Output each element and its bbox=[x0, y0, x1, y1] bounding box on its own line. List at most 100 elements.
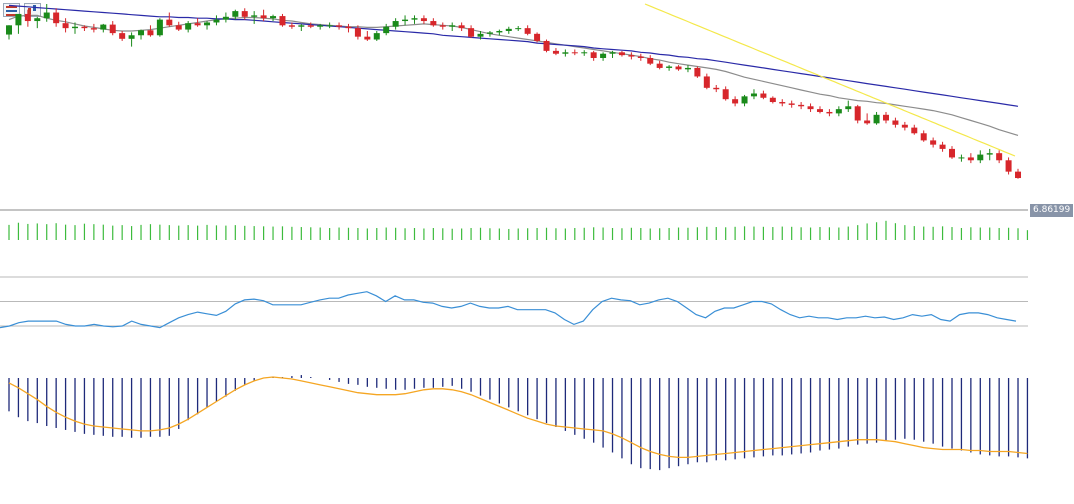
macd-panel bbox=[8, 375, 1029, 471]
rsi-line bbox=[0, 291, 1017, 329]
candle bbox=[307, 25, 314, 27]
candle bbox=[618, 52, 625, 56]
candle bbox=[807, 106, 814, 110]
candle bbox=[336, 25, 343, 27]
candle bbox=[326, 25, 333, 27]
candle bbox=[600, 53, 607, 58]
candle bbox=[15, 13, 22, 26]
candle bbox=[571, 52, 578, 54]
candle bbox=[420, 18, 427, 22]
candle bbox=[666, 66, 673, 68]
candle bbox=[854, 106, 861, 121]
volume-panel bbox=[8, 220, 1029, 240]
candle bbox=[505, 28, 512, 31]
candle bbox=[411, 18, 418, 20]
candle bbox=[43, 12, 50, 19]
candle bbox=[345, 26, 352, 29]
candle bbox=[637, 56, 644, 58]
candle bbox=[213, 19, 220, 23]
candle bbox=[656, 63, 663, 68]
candle bbox=[779, 102, 786, 104]
candle bbox=[156, 19, 163, 36]
candle bbox=[684, 67, 691, 70]
candle bbox=[458, 25, 465, 29]
rsi-panel bbox=[0, 276, 1028, 329]
candle bbox=[949, 148, 955, 158]
ma-mid-line bbox=[8, 4, 1019, 107]
candle bbox=[204, 22, 211, 26]
candle bbox=[288, 25, 295, 27]
candle bbox=[72, 26, 79, 29]
candle bbox=[967, 157, 974, 161]
candle bbox=[816, 109, 823, 112]
candle bbox=[1015, 171, 1022, 179]
candle bbox=[147, 30, 154, 36]
candle bbox=[986, 153, 993, 155]
candle bbox=[222, 16, 229, 20]
candle bbox=[920, 133, 927, 141]
candle bbox=[911, 127, 918, 134]
candle bbox=[317, 25, 324, 27]
candle bbox=[562, 52, 569, 54]
candle bbox=[845, 106, 852, 110]
candle bbox=[128, 35, 135, 39]
candle bbox=[364, 36, 371, 40]
candle bbox=[53, 12, 60, 24]
candle bbox=[175, 25, 182, 30]
candle bbox=[581, 52, 588, 54]
candle bbox=[524, 28, 531, 34]
candle bbox=[373, 33, 380, 40]
candle bbox=[958, 157, 965, 159]
candle bbox=[703, 76, 710, 88]
candle bbox=[930, 140, 937, 145]
candle bbox=[279, 16, 286, 26]
candle bbox=[741, 96, 748, 104]
candle bbox=[769, 97, 776, 103]
candle bbox=[750, 93, 757, 97]
candle bbox=[996, 153, 1003, 161]
candle bbox=[873, 114, 880, 124]
candle bbox=[788, 103, 795, 105]
candle bbox=[628, 55, 635, 57]
candle bbox=[826, 111, 833, 114]
candle bbox=[722, 89, 729, 100]
candle bbox=[402, 19, 409, 22]
macd-signal-line bbox=[8, 376, 1028, 459]
candle bbox=[90, 28, 97, 30]
candle bbox=[185, 23, 192, 30]
candle bbox=[354, 28, 361, 37]
candle bbox=[901, 124, 908, 128]
candle bbox=[6, 25, 12, 35]
candle bbox=[732, 99, 739, 104]
candle bbox=[430, 21, 437, 26]
candle bbox=[24, 13, 31, 22]
candle bbox=[977, 154, 984, 161]
candle bbox=[798, 104, 805, 107]
candle bbox=[534, 33, 541, 41]
candle bbox=[62, 23, 69, 29]
candle bbox=[468, 28, 475, 37]
candle bbox=[449, 25, 456, 27]
candle bbox=[647, 57, 654, 64]
candle bbox=[34, 18, 41, 22]
candle bbox=[675, 66, 682, 70]
current-price-label: 6.86199 bbox=[1030, 204, 1074, 217]
candle bbox=[515, 28, 522, 30]
candle bbox=[486, 32, 493, 34]
candle bbox=[260, 15, 267, 19]
candle bbox=[166, 19, 173, 26]
candle bbox=[383, 26, 390, 34]
candle bbox=[543, 40, 550, 51]
candle bbox=[241, 11, 248, 17]
price-panel bbox=[6, 3, 1022, 179]
candle bbox=[713, 87, 720, 90]
candle bbox=[609, 52, 616, 54]
candle bbox=[1005, 160, 1012, 172]
candle bbox=[232, 11, 239, 17]
candle bbox=[892, 120, 899, 125]
candle bbox=[109, 24, 116, 34]
candle bbox=[298, 25, 305, 27]
candle bbox=[477, 33, 484, 37]
candle bbox=[270, 16, 277, 19]
